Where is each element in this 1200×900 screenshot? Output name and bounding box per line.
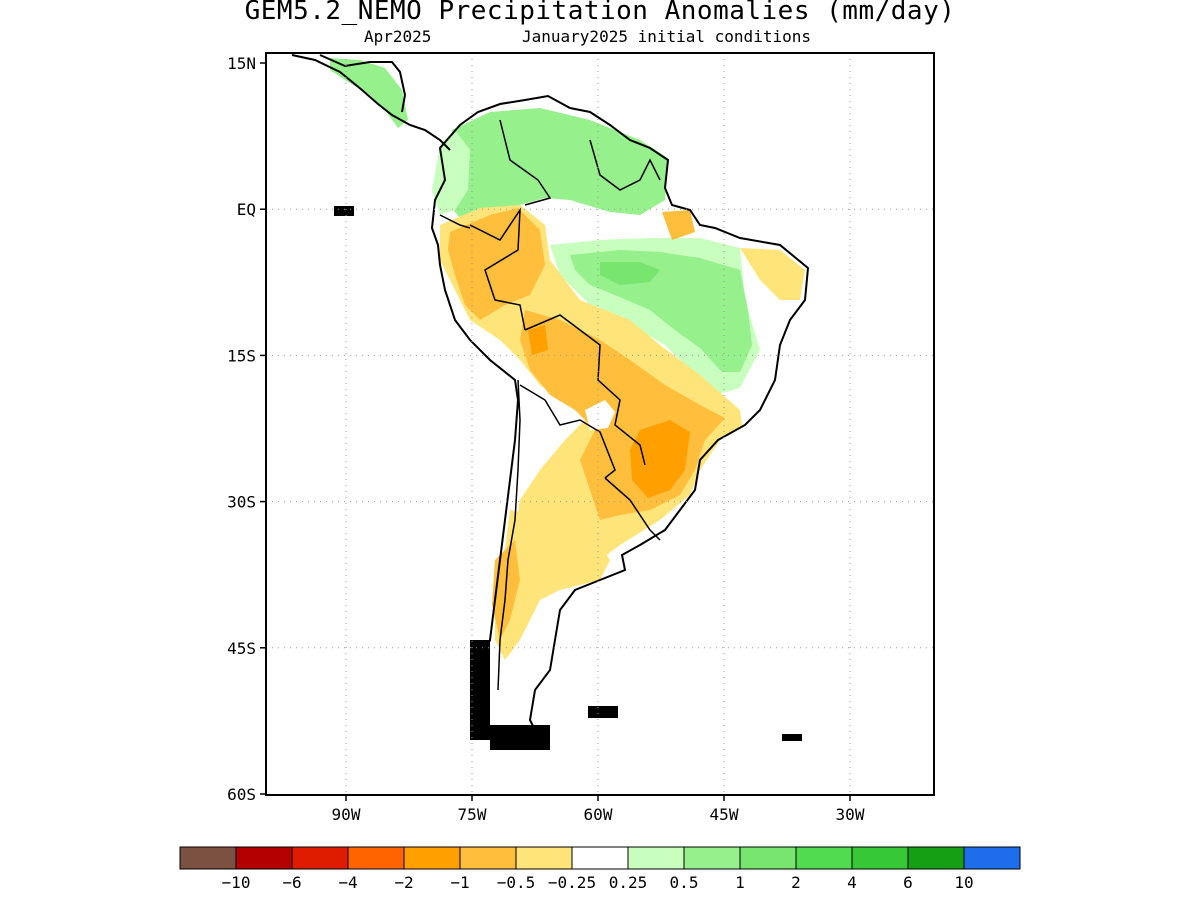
lon-label: 60W (584, 805, 613, 824)
lon-label: 90W (332, 805, 361, 824)
colorbar-label: 1 (735, 873, 745, 892)
lat-lon-grid (266, 53, 934, 795)
colorbar-label: 2 (791, 873, 801, 892)
islands (334, 206, 802, 750)
dry-anomaly-strong-se-brazil (630, 420, 690, 498)
colorbar: −10 −6 −4 −2 −1 −0.5 −0.25 0.25 0.5 1 2 4 6 10 (179, 846, 1021, 892)
colorbar-swatch (851, 846, 909, 870)
colorbar-swatch (739, 846, 797, 870)
neutral-area-paraguay (585, 400, 615, 430)
border-andes (497, 379, 521, 691)
colorbar-label: 4 (847, 873, 857, 892)
border-guianas (589, 139, 661, 191)
colorbar-label: 6 (903, 873, 913, 892)
colorbar-swatch (403, 846, 461, 870)
lat-label: 15S (227, 346, 256, 365)
south-georgia (782, 734, 802, 741)
colorbar-label: −6 (282, 873, 301, 892)
colorbar-label: 0.5 (670, 873, 699, 892)
border-colombia-venezuela (499, 119, 552, 206)
lon-label: 75W (458, 805, 487, 824)
lat-label: 15N (227, 54, 256, 73)
wet-anomaly-central-america (330, 58, 408, 128)
colorbar-label: −1 (450, 873, 469, 892)
colorbar-swatch (571, 846, 629, 870)
colorbar-label: 0.25 (609, 873, 648, 892)
forecast-month: Apr2025 (364, 27, 432, 46)
lat-label: 45S (227, 639, 256, 658)
south-america-outline (430, 94, 810, 742)
colorbar-swatch (235, 846, 293, 870)
colorbar-swatch (459, 846, 517, 870)
colorbar-label: 10 (954, 873, 973, 892)
lon-label: 45W (710, 805, 739, 824)
colorbar-swatch (347, 846, 405, 870)
colorbar-swatch (627, 846, 685, 870)
border-ecuador (439, 214, 471, 229)
colorbar-swatch (683, 846, 741, 870)
dry-anomaly-argentina (495, 510, 610, 660)
dry-anomaly-amazon-mouth (662, 210, 695, 240)
chile-archipelago (470, 640, 490, 740)
coastlines (291, 54, 810, 742)
lat-label: EQ (237, 200, 256, 219)
lat-label: 60S (227, 785, 256, 804)
country-borders (439, 119, 661, 691)
axes: 15N EQ 15S 30S 45S 60S 90W 75W 60W 45W 30W (227, 54, 865, 824)
colorbar-label: −10 (222, 873, 251, 892)
anomaly-shading (330, 58, 805, 660)
map-frame (265, 52, 935, 796)
colorbar-label: −4 (338, 873, 357, 892)
border-peru-brazil (469, 207, 526, 331)
lat-label: 30S (227, 493, 256, 512)
wet-anomaly-ne-brazil-strong (600, 262, 660, 285)
map-title: GEM5.2_NEMO Precipitation Anomalies (mm/… (244, 0, 956, 26)
border-bolivia (524, 314, 646, 466)
falkland-islands (588, 706, 618, 718)
lon-label: 30W (836, 805, 865, 824)
central-america-outline-north (319, 54, 407, 113)
colorbar-label: −0.25 (548, 873, 596, 892)
colorbar-swatch (291, 846, 349, 870)
dry-anomaly-strong-bolivia (528, 325, 548, 355)
colorbar-label: −2 (394, 873, 413, 892)
colorbar-swatch (795, 846, 853, 870)
dry-anomaly-ne-coast (740, 248, 805, 300)
border-argentina-brazil (604, 477, 661, 541)
colorbar-swatch (179, 846, 237, 870)
tierra-del-fuego (490, 725, 550, 750)
wet-anomaly-north (445, 108, 668, 218)
central-america-outline (291, 54, 451, 151)
border-bolivia-south (519, 384, 616, 479)
colorbar-label: −0.5 (497, 873, 536, 892)
colorbar-swatch (515, 846, 573, 870)
colorbar-swatch (907, 846, 965, 870)
initial-conditions-label: January2025 initial conditions (522, 27, 811, 46)
colorbar-swatch (963, 846, 1021, 870)
galapagos-islands (334, 206, 354, 216)
dry-anomaly-peru (448, 208, 545, 320)
